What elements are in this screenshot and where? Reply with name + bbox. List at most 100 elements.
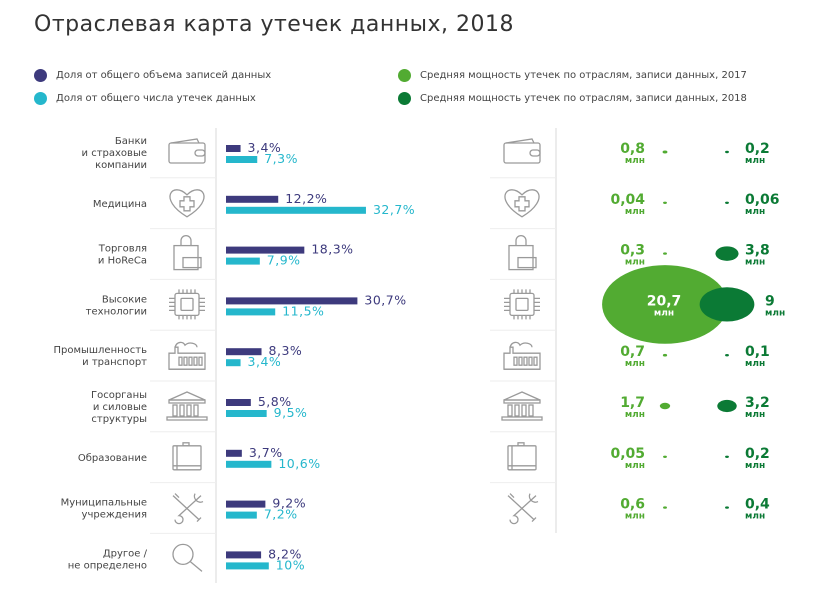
category-label: Другое /: [103, 548, 148, 559]
heart-cross-icon: [504, 189, 540, 218]
value-2017: 20,7: [647, 293, 682, 309]
category-label: учреждения: [82, 510, 147, 521]
bar-records-share: [226, 145, 241, 152]
category-label: Высокие: [102, 294, 147, 305]
unit-label: млн: [745, 359, 765, 369]
bubble-2017: [662, 150, 668, 154]
bar-value-label: 18,3%: [311, 242, 353, 257]
category-label: и HoReCa: [98, 256, 147, 267]
bar-records-share: [226, 348, 262, 356]
wallet-icon: [503, 138, 541, 164]
bar-value-label: 9,5%: [274, 405, 308, 420]
value-2018: 0,4: [745, 497, 770, 513]
category-label: Госорганы: [91, 390, 147, 401]
category-label: и страховые: [82, 148, 147, 159]
unit-label: млн: [625, 207, 645, 217]
bar-records-share: [226, 449, 242, 457]
chart-title: Отраслевая карта утечек данных, 2018: [34, 12, 514, 37]
value-2018: 0,2: [745, 141, 770, 157]
unit-label: млн: [745, 258, 765, 268]
bar-leaks-share: [226, 156, 258, 163]
bubble-2018: [717, 399, 737, 413]
bar-value-label: 3,7%: [249, 445, 283, 460]
value-2017: 0,6: [620, 497, 645, 513]
value-2017: 0,8: [620, 141, 645, 157]
bubble-2018: [725, 201, 729, 204]
category-label: и силовые: [93, 402, 147, 413]
legend-label: Доля от общего объема записей данных: [56, 70, 272, 81]
unit-label: млн: [625, 156, 645, 166]
bar-leaks-share: [226, 562, 269, 570]
unit-label: млн: [745, 461, 765, 471]
value-2017: 0,3: [620, 243, 645, 259]
bar-value-label: 3,4%: [248, 354, 282, 369]
bar-records-share: [226, 195, 279, 203]
bar-value-label: 7,3%: [264, 151, 298, 166]
legend-item-2018: Средняя мощность утечек по отраслям, зап…: [398, 92, 747, 105]
tools-icon: [507, 493, 539, 525]
value-2017: 0,04: [610, 192, 645, 208]
legend-dot: [34, 69, 47, 82]
bubble-2018: [699, 287, 755, 322]
bar-value-label: 7,2%: [264, 507, 298, 522]
magnifier-icon: [172, 543, 203, 572]
bubble-2018: [715, 246, 739, 261]
value-2018: 9: [765, 293, 775, 309]
shopping-bag-icon: [508, 235, 537, 271]
bar-value-label: 10%: [276, 557, 305, 572]
bar-value-label: 10,6%: [278, 456, 320, 471]
bar-records-share: [226, 551, 262, 559]
factory-icon: [168, 341, 206, 370]
value-2017: 0,7: [620, 344, 645, 360]
bar-value-label: 9,2%: [272, 496, 306, 511]
legend-dot: [398, 92, 411, 105]
bar-leaks-share: [226, 460, 272, 468]
legend-label: Средняя мощность утечек по отраслям, зап…: [420, 93, 747, 104]
category-label: Образование: [78, 453, 147, 464]
value-2018: 0,06: [745, 192, 780, 208]
value-2018: 3,2: [745, 395, 770, 411]
bubble-2018: [725, 455, 729, 458]
value-2018: 0,2: [745, 446, 770, 462]
book-icon: [507, 442, 537, 471]
shopping-bag-icon: [173, 235, 202, 271]
government-building-icon: [501, 391, 543, 421]
category-label: Муниципальные: [61, 498, 147, 509]
chip-icon: [169, 289, 205, 320]
bubble-2017: [602, 265, 728, 344]
category-label: Медицина: [93, 199, 147, 210]
category-label: технологии: [86, 306, 147, 317]
bar-value-label: 7,9%: [267, 253, 301, 268]
bar-leaks-share: [226, 511, 257, 519]
tools-icon: [172, 493, 204, 525]
bar-value-label: 3,4%: [248, 140, 282, 155]
category-label: Торговля: [98, 244, 147, 255]
category-label: и транспорт: [82, 357, 147, 368]
legend-item-2017: Средняя мощность утечек по отраслям, зап…: [398, 69, 747, 82]
category-label: структуры: [91, 414, 147, 425]
value-2018: 3,8: [745, 243, 770, 259]
bar-value-label: 12,2%: [285, 191, 327, 206]
unit-label: млн: [625, 461, 645, 471]
factory-icon: [503, 341, 541, 370]
unit-label: млн: [625, 512, 645, 522]
category-label: компании: [95, 160, 147, 171]
unit-label: млн: [654, 308, 674, 318]
legend-dot: [398, 69, 411, 82]
category-label: не определено: [68, 560, 147, 571]
unit-label: млн: [745, 156, 765, 166]
legend-item-leaks-share: Доля от общего числа утечек данных: [34, 92, 256, 105]
bar-records-share: [226, 246, 305, 254]
unit-label: млн: [745, 207, 765, 217]
unit-label: млн: [745, 410, 765, 420]
bar-value-label: 8,3%: [269, 343, 303, 358]
bar-value-label: 8,2%: [268, 546, 302, 561]
legend-label: Доля от общего числа утечек данных: [56, 93, 256, 104]
bar-value-label: 30,7%: [364, 292, 406, 307]
legend-dot: [34, 92, 47, 105]
value-2018: 0,1: [745, 344, 770, 360]
bar-records-share: [226, 297, 358, 305]
legend-label: Средняя мощность утечек по отраслям, зап…: [420, 70, 747, 81]
category-label: Банки: [115, 136, 147, 147]
